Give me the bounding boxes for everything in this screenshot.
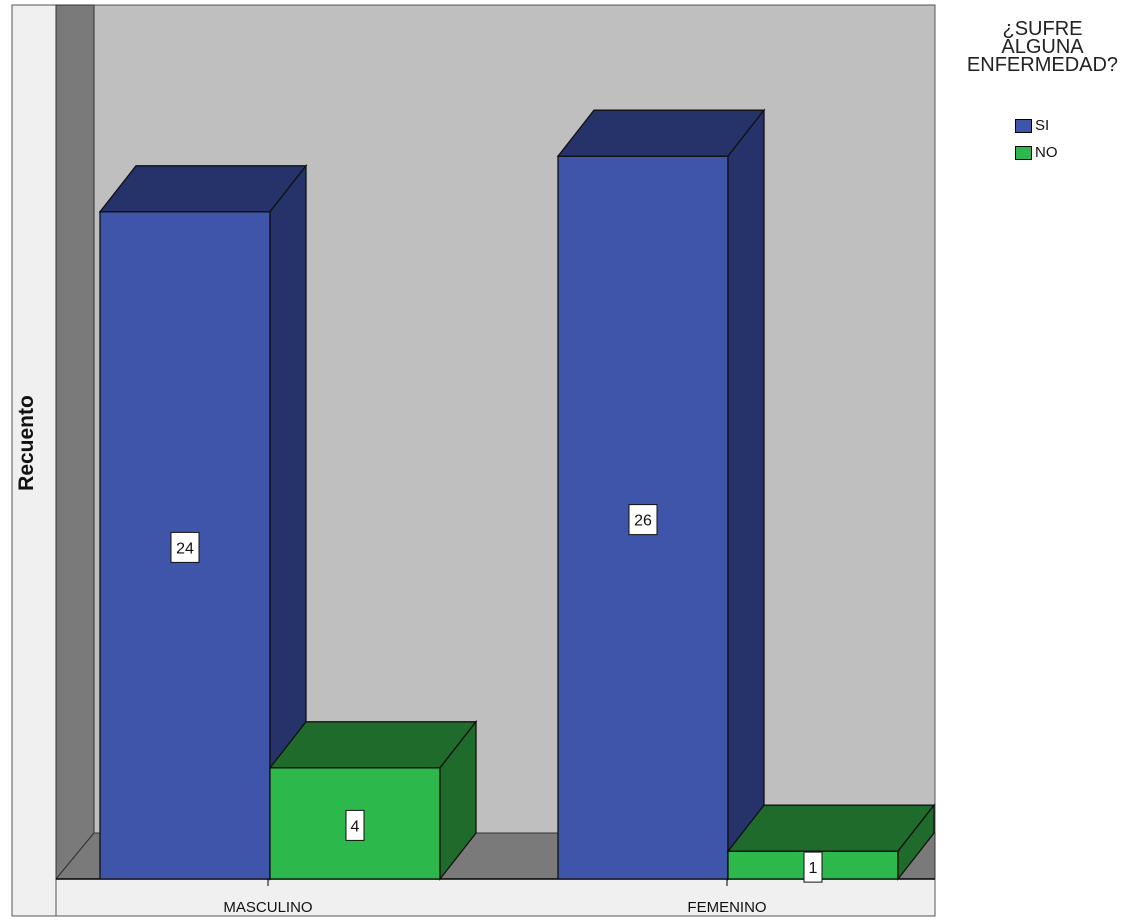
bar-femenino-no-side [897, 803, 935, 881]
bar-femenino-si: 26 [556, 108, 766, 881]
bar-femenino-si-side [727, 108, 765, 881]
bar-femenino-no-label-box [803, 851, 823, 883]
bar-masculino-si-data-label: 24 [176, 540, 194, 557]
y-axis-label: Recuento [15, 395, 38, 491]
legend-item-si: SI [1015, 117, 1049, 134]
bar-masculino-no-label-box [345, 809, 365, 841]
legend-title: ¿SUFRE ALGUNA ENFERMEDAD? [966, 18, 1119, 76]
bar-masculino-no: 4 [268, 719, 478, 881]
x-tick-label-femenino: FEMENINO [687, 899, 766, 916]
legend-swatch-si [1015, 118, 1032, 133]
legend-swatch-no [1015, 145, 1032, 160]
legend-label-no: NO [1035, 144, 1058, 161]
left-wall-strip [11, 4, 57, 917]
bar-femenino-si-label-box [628, 504, 658, 536]
bar-femenino-no-data-label: 1 [809, 860, 818, 877]
bar-masculino-si: 24 [98, 163, 308, 881]
bar-femenino-no: 1 [726, 803, 936, 883]
bar-masculino-no-side [439, 719, 477, 881]
legend-label-si: SI [1035, 117, 1050, 134]
legend-item-no: NO [1015, 144, 1058, 161]
bar-masculino-si-label-box [170, 531, 200, 563]
x-axis-strip [55, 878, 936, 917]
bar-femenino-si-data-label: 26 [634, 513, 652, 530]
x-tick-label-masculino: MASCULINO [223, 899, 312, 916]
bar-masculino-no-data-label: 4 [351, 818, 360, 835]
side-wall [55, 4, 95, 881]
